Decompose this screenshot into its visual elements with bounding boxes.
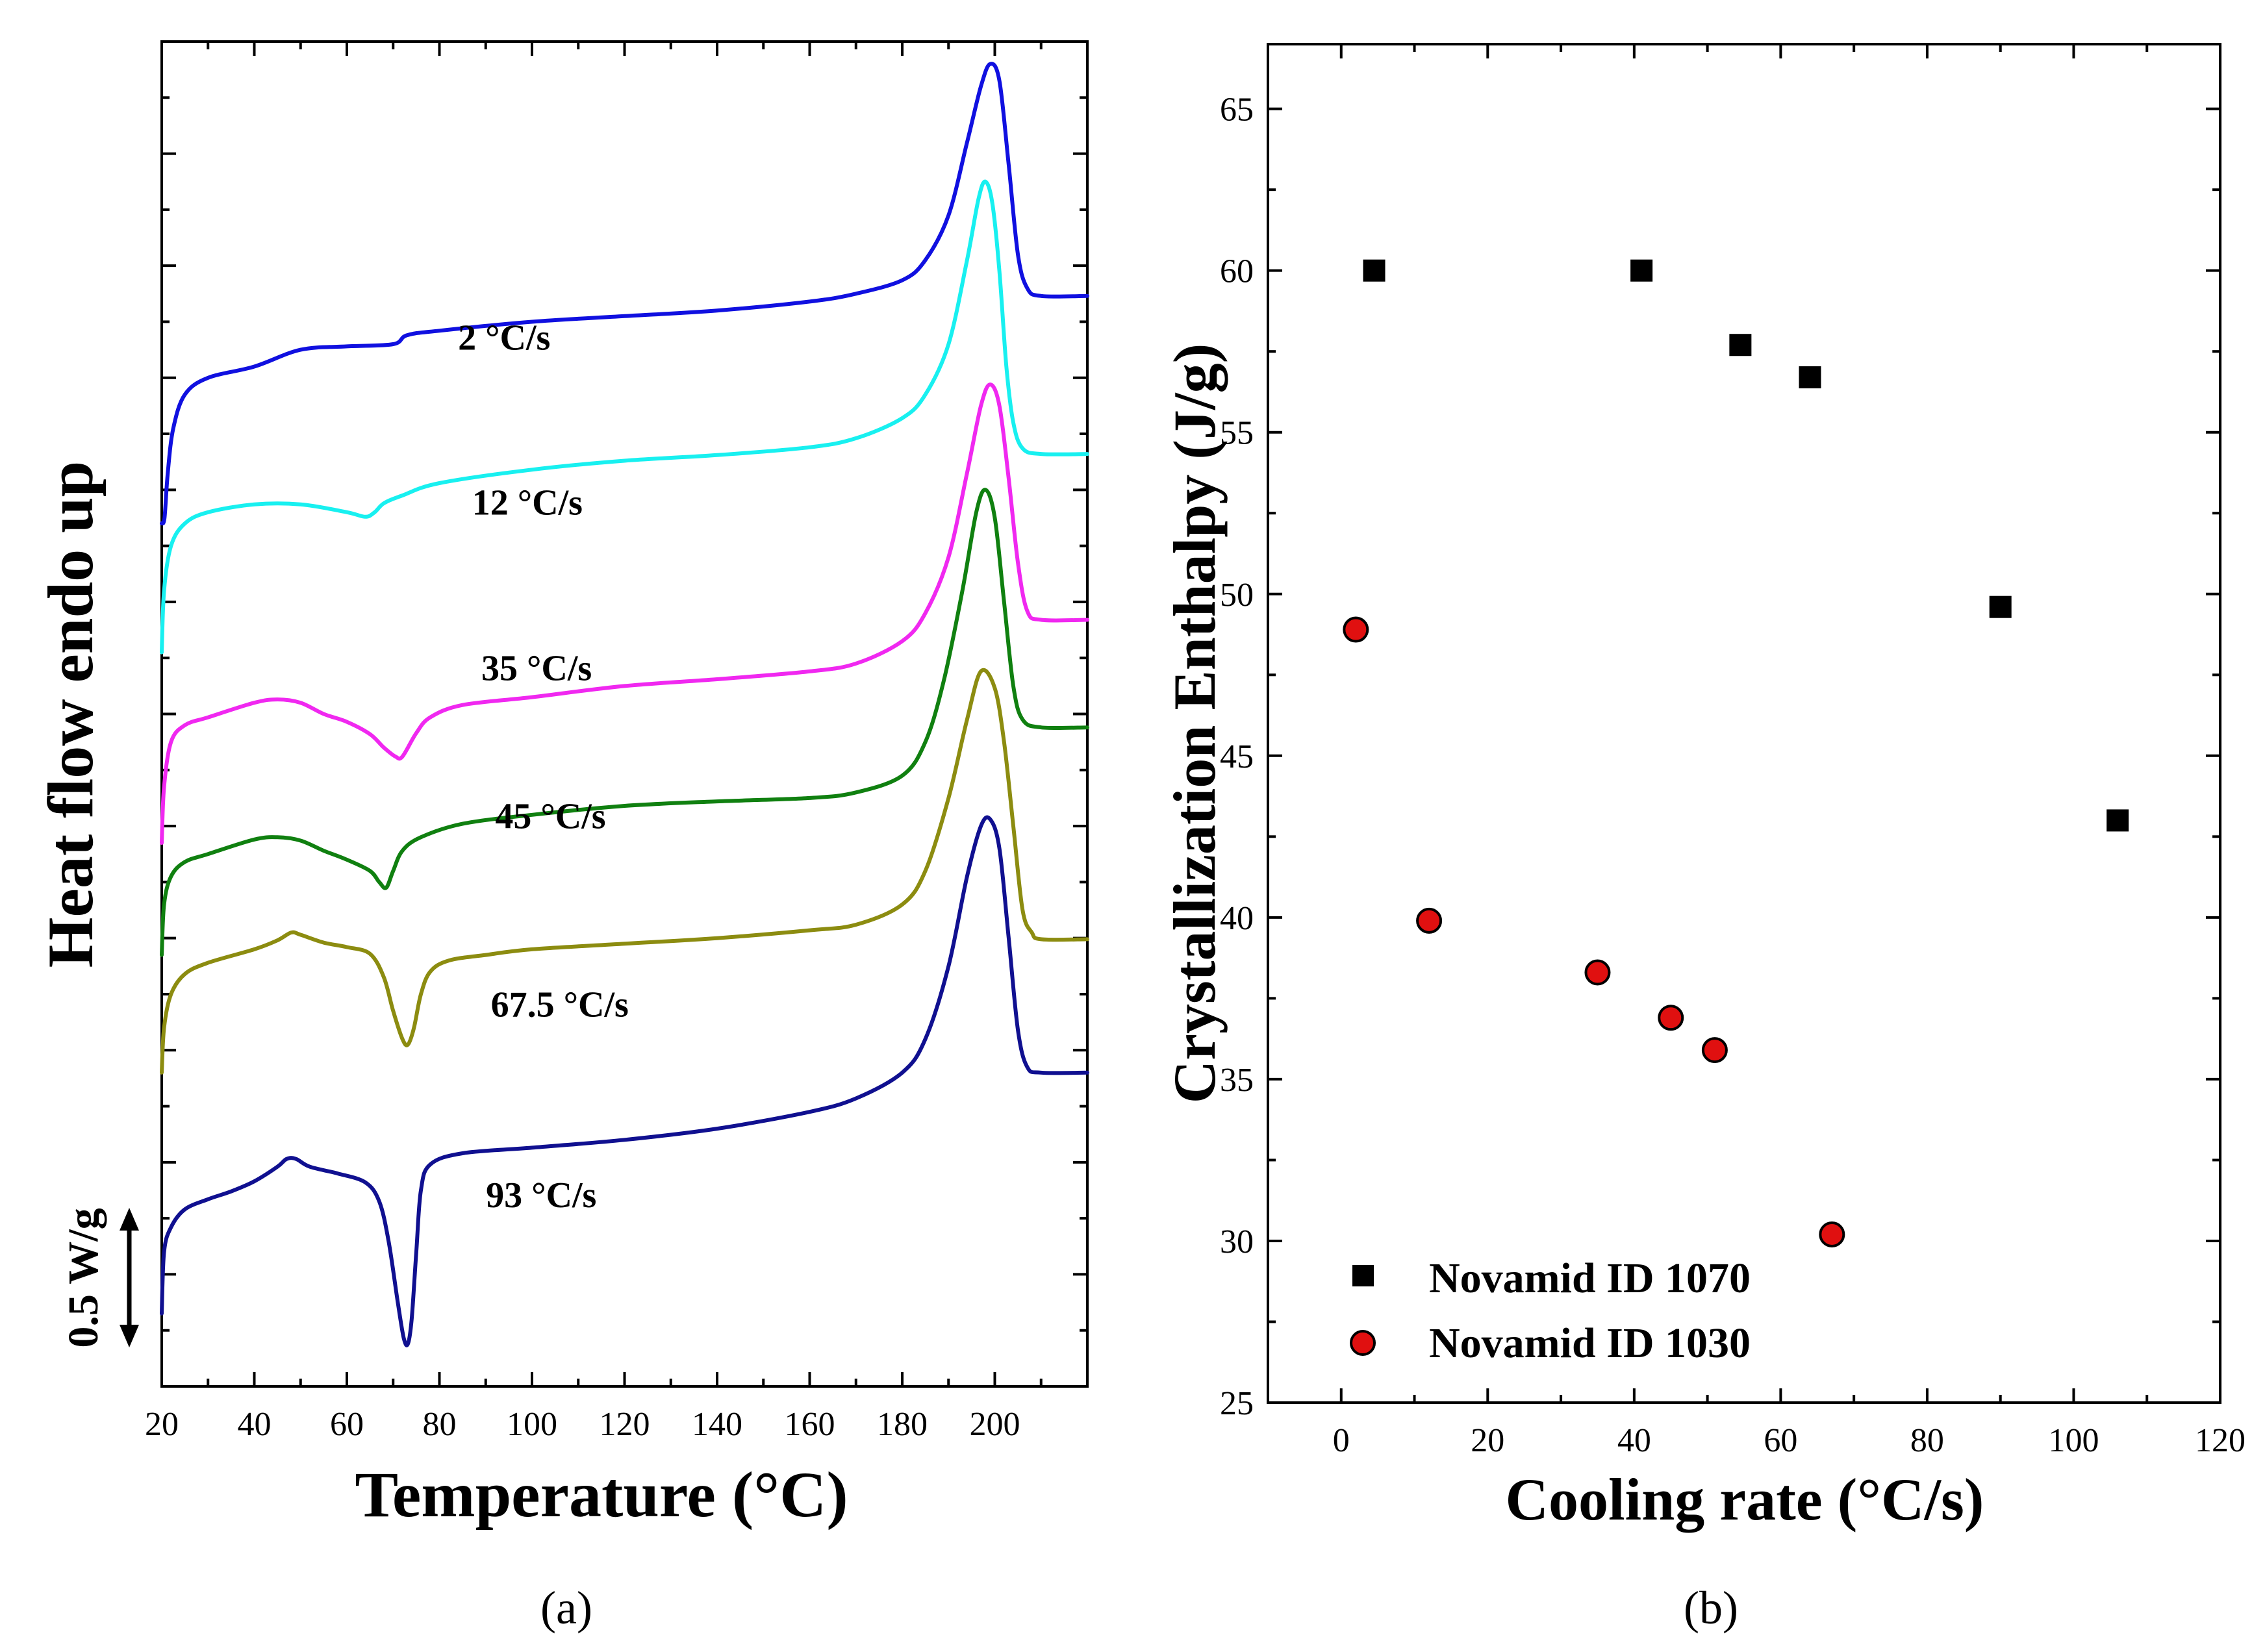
panel-a-x-tick-label: 120 <box>600 1406 650 1443</box>
panel-a-series-labels: 2 °C/s 12 °C/s 35 °C/s 45 °C/s 67.5 °C/s 93 °… <box>458 318 629 1216</box>
panel-a-curve-35-cps <box>160 382 1089 845</box>
panel-b-y-tick-label: 50 <box>1220 577 1254 614</box>
panel-a-chart: 2 °C/s 12 °C/s 35 °C/s 45 °C/s 67.5 °C/s 93 °… <box>34 40 1089 1634</box>
panel-b-caption: (b) <box>1684 1582 1738 1634</box>
panel-a-plot-frame <box>160 40 1089 1388</box>
panel-a-curve-93-cps <box>160 815 1089 1347</box>
scale-bar: 0.5 W/g <box>60 1208 139 1348</box>
panel-a-series <box>160 62 1089 1347</box>
point-novamid-1070 <box>1989 595 2012 618</box>
point-novamid-1030 <box>1658 1005 1684 1031</box>
panel-a-x-tick-label: 20 <box>145 1406 179 1443</box>
panel-a-x-tick-label: 200 <box>970 1406 1020 1443</box>
panel-a-curve-label: 93 °C/s <box>486 1175 596 1216</box>
panel-b-x-tick-label: 40 <box>1617 1422 1651 1459</box>
point-novamid-1030 <box>1343 616 1369 643</box>
panel-a-curve-label: 45 °C/s <box>495 797 605 837</box>
scale-bar-label: 0.5 W/g <box>60 1208 107 1347</box>
scale-bar-arrowhead-top <box>120 1208 139 1231</box>
panel-b-x-axis-label: Cooling rate (°C/s) <box>1506 1466 1984 1533</box>
point-novamid-1070 <box>2107 809 2129 832</box>
panel-b-ticks <box>1267 44 2221 1404</box>
panel-b-y-tick-label: 40 <box>1220 900 1254 937</box>
panel-a-y-axis-label: Heat flow endo up <box>34 461 107 968</box>
panel-b-y-tick-label: 60 <box>1220 253 1254 290</box>
panel-b-tick-labels: 0 20 40 60 80 100 120 25 30 35 40 45 50 55 60 65 <box>1220 92 2246 1459</box>
panel-a-curve-label: 2 °C/s <box>458 318 550 358</box>
point-novamid-1030 <box>1819 1221 1845 1247</box>
point-novamid-1030 <box>1416 907 1443 934</box>
panel-b-y-tick-label: 25 <box>1220 1385 1254 1422</box>
panel-b-y-tick-label: 30 <box>1220 1223 1254 1260</box>
panel-a-curve-label: 35 °C/s <box>481 649 592 689</box>
panel-b-y-tick-label: 65 <box>1220 92 1254 129</box>
panel-b-y-axis-label: Crystallization Enthalpy (J/g) <box>1161 344 1228 1103</box>
point-novamid-1030 <box>1701 1037 1728 1064</box>
legend-label-novamid-1070: Novamid ID 1070 <box>1429 1255 1751 1302</box>
legend-square-marker <box>1352 1265 1374 1286</box>
panel-b-chart: 0 20 40 60 80 100 120 25 30 35 40 45 50 55 60 65 Novami… <box>1161 43 2246 1634</box>
panel-b-x-tick-label: 120 <box>2195 1422 2246 1459</box>
point-novamid-1030 <box>1584 959 1611 986</box>
panel-a-caption: (a) <box>540 1582 592 1634</box>
legend-circle-marker <box>1350 1330 1376 1356</box>
panel-a-x-tick-label: 100 <box>507 1406 557 1443</box>
panel-b-x-tick-label: 20 <box>1471 1422 1504 1459</box>
point-novamid-1070 <box>1630 259 1653 282</box>
panel-a-curve-67_5-cps <box>160 668 1089 1075</box>
point-novamid-1070 <box>1729 334 1752 357</box>
panel-b-y-tick-label: 55 <box>1220 415 1254 452</box>
panel-b-x-tick-label: 0 <box>1333 1422 1350 1459</box>
panel-a-curve-label: 67.5 °C/s <box>491 984 629 1025</box>
point-novamid-1070 <box>1363 259 1386 282</box>
panel-b-plot-frame <box>1267 43 2221 1404</box>
panel-a-curve-2-cps <box>160 62 1089 526</box>
panel-b-y-tick-label: 45 <box>1220 738 1254 775</box>
panel-a-ticks <box>160 42 1089 1386</box>
panel-a-x-tick-label: 160 <box>785 1406 835 1443</box>
panel-a-x-tick-label: 140 <box>692 1406 742 1443</box>
panel-a-x-tick-label: 60 <box>330 1406 364 1443</box>
panel-b-x-tick-label: 80 <box>1910 1422 1944 1459</box>
panel-a-x-tick-label: 80 <box>423 1406 457 1443</box>
scale-bar-arrowhead-bottom <box>120 1325 139 1347</box>
panel-b-legend: Novamid ID 1070 Novamid ID 1030 <box>1350 1255 1751 1367</box>
panel-a-x-tick-label: 180 <box>877 1406 928 1443</box>
point-novamid-1070 <box>1799 366 1821 389</box>
panel-b-x-tick-label: 100 <box>2048 1422 2099 1459</box>
panel-a-curve-45-cps <box>160 488 1089 957</box>
panel-b-x-tick-label: 60 <box>1764 1422 1797 1459</box>
panel-a-x-axis-label: Temperature (°C) <box>355 1458 848 1531</box>
legend-label-novamid-1030: Novamid ID 1030 <box>1429 1320 1751 1367</box>
panel-a-curve-12-cps <box>160 179 1089 655</box>
panel-a-curve-label: 12 °C/s <box>472 482 583 523</box>
panel-a-tick-labels: 20 40 60 80 100 120 140 160 180 200 <box>145 1406 1020 1443</box>
panel-b-points <box>1343 259 2129 1247</box>
panel-b-y-tick-label: 35 <box>1220 1062 1254 1099</box>
panel-a-x-tick-label: 40 <box>238 1406 272 1443</box>
